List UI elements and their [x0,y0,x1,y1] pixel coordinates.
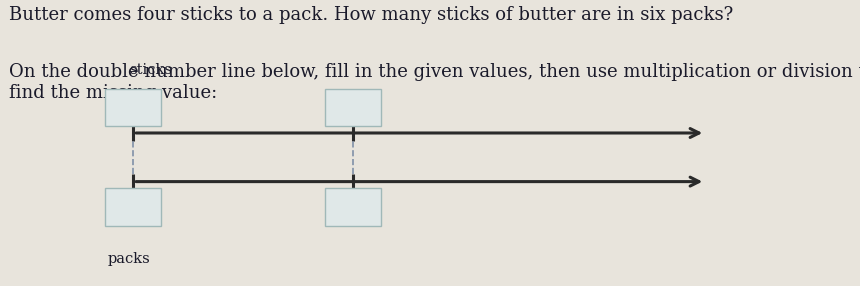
Text: packs: packs [108,252,150,266]
Bar [324,188,380,226]
Text: sticks: sticks [129,63,172,77]
Text: Butter comes four sticks to a pack. How many sticks of butter are in six packs?: Butter comes four sticks to a pack. How … [9,6,733,24]
Bar [105,188,162,226]
Text: On the double number line below, fill in the given values, then use multiplicati: On the double number line below, fill in… [9,63,860,102]
Bar [324,89,380,126]
Bar [105,89,162,126]
